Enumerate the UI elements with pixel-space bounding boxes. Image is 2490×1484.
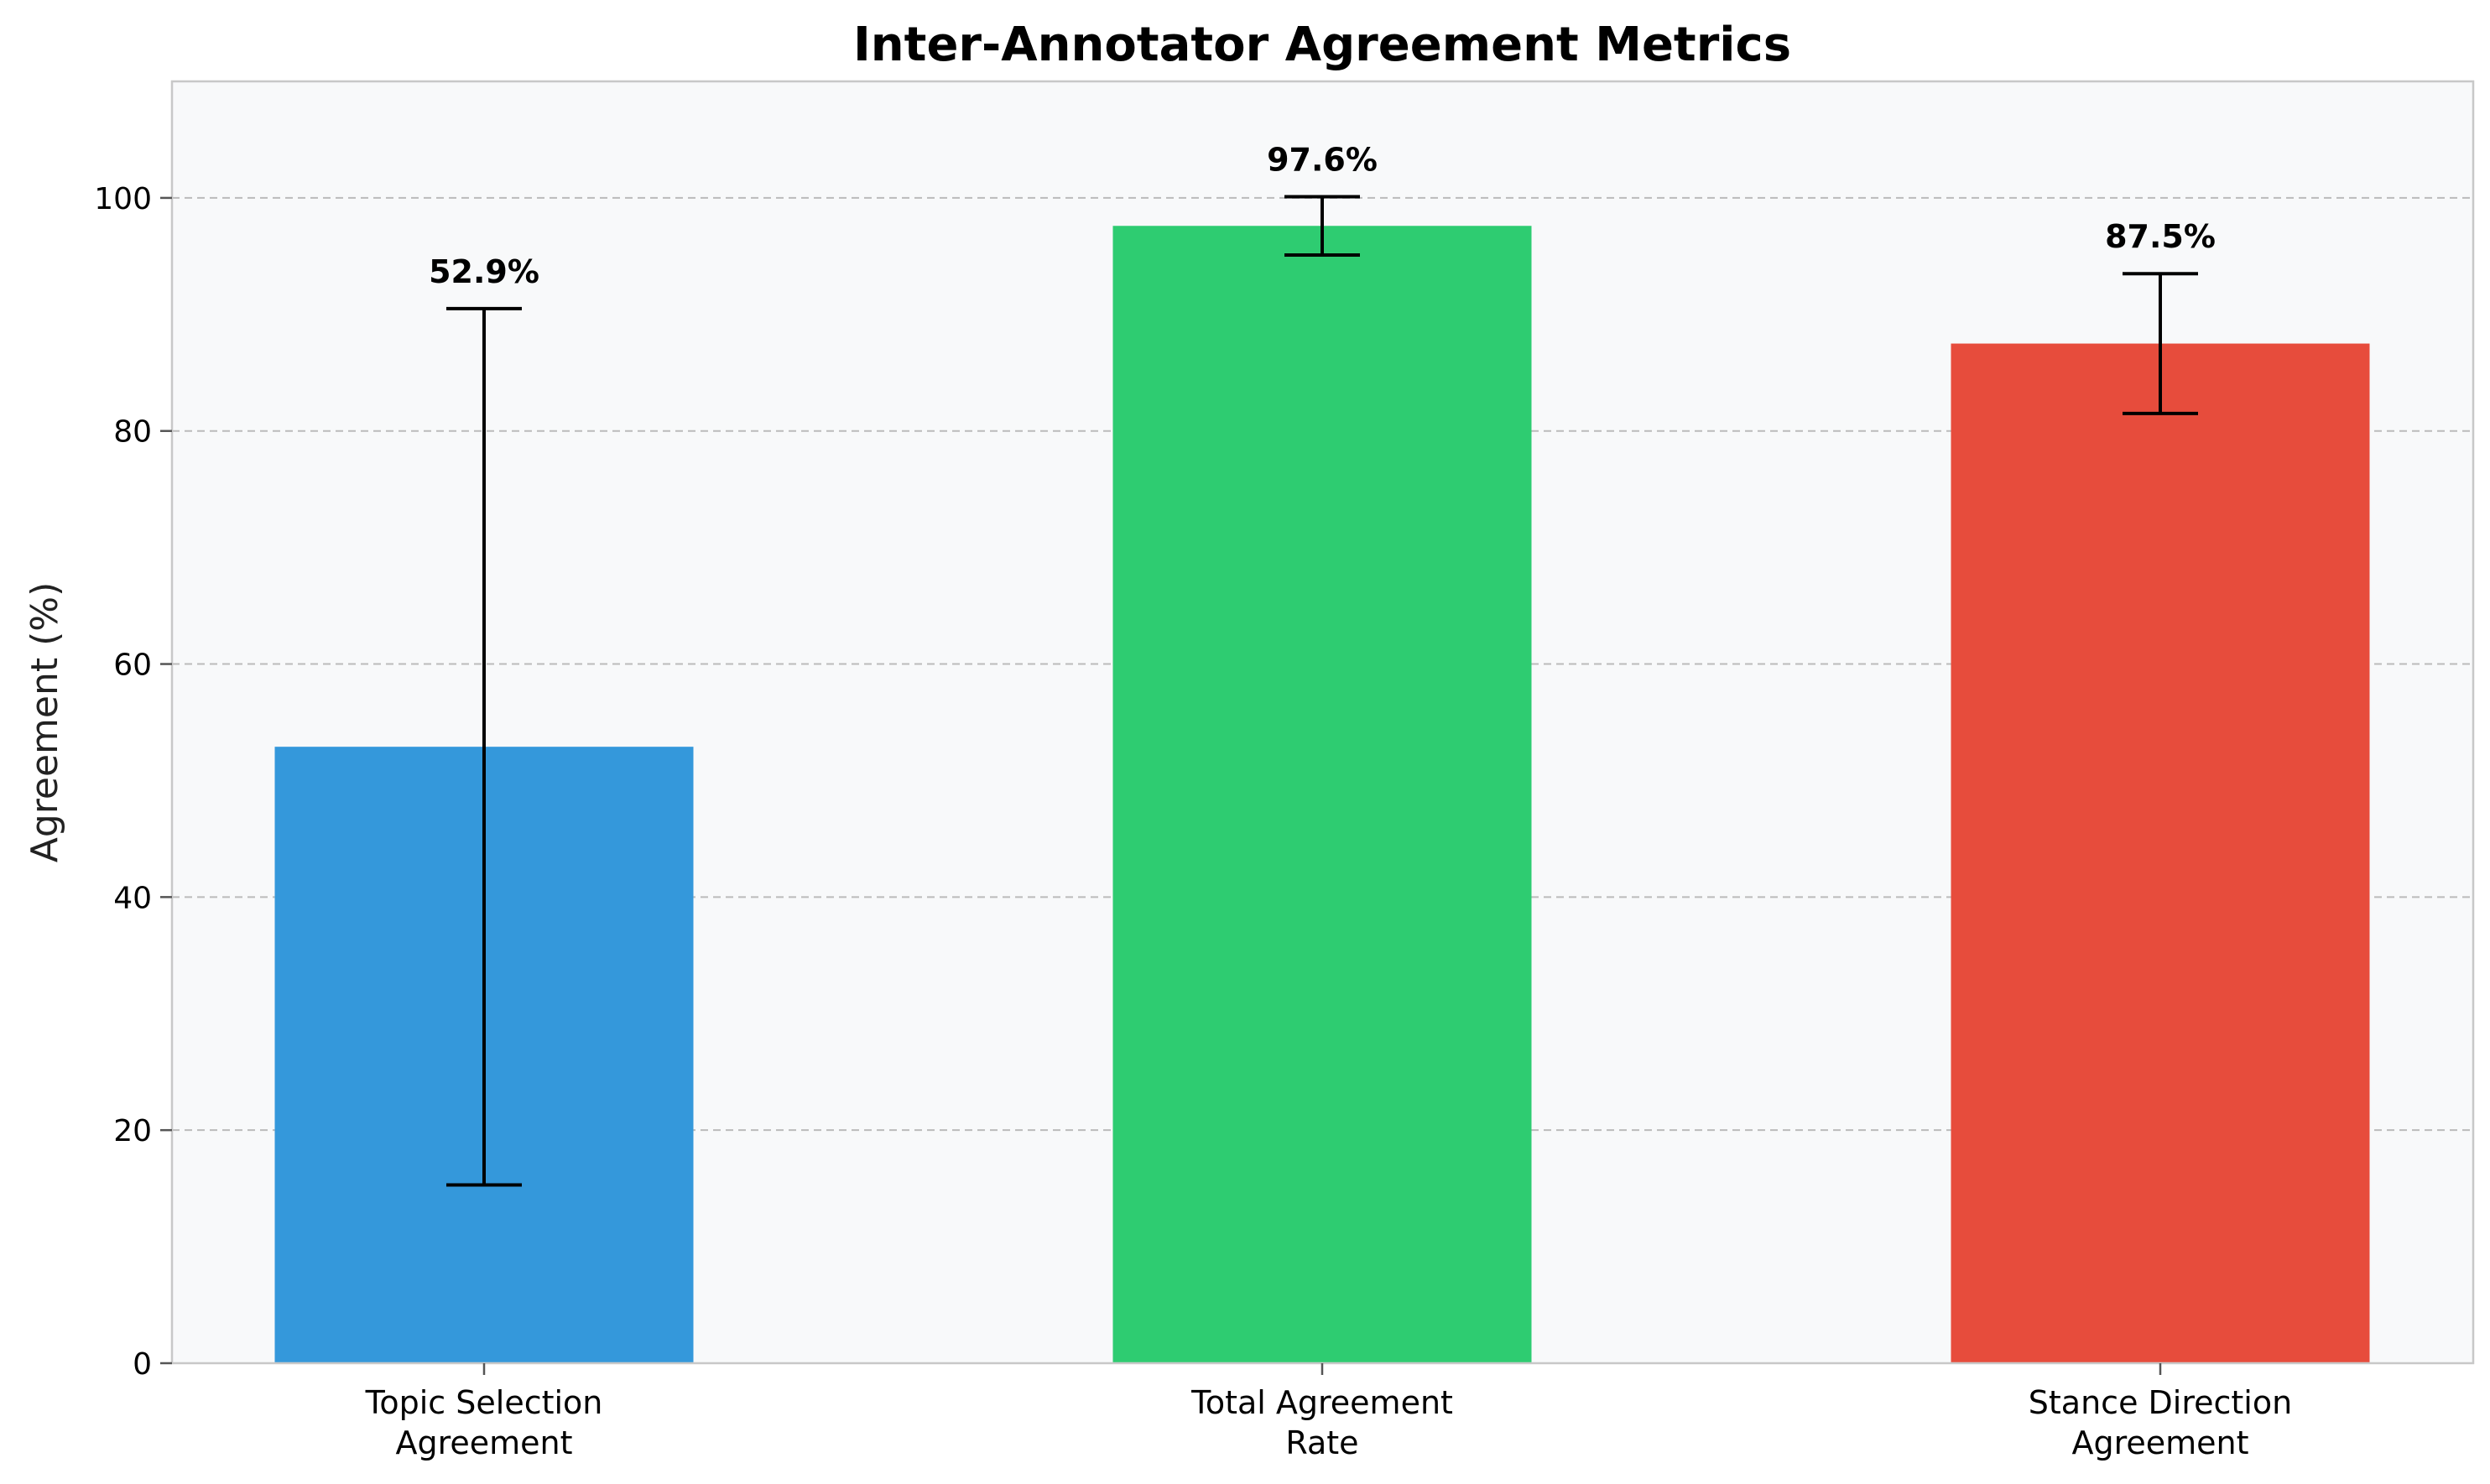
error-bars	[446, 195, 2198, 1187]
y-axis-label: Agreement (%)	[23, 582, 66, 863]
chart-title: Inter-Annotator Agreement Metrics	[853, 18, 1791, 72]
x-tick-label: Stance Direction	[2029, 1384, 2292, 1421]
x-tick-label: Topic Selection	[365, 1384, 603, 1421]
x-tick-label: Rate	[1285, 1424, 1358, 1461]
y-tick-label: 40	[113, 881, 152, 915]
x-tick-label: Agreement	[2071, 1424, 2248, 1461]
data-label: 97.6%	[1267, 142, 1378, 179]
data-labels: 52.9% 97.6% 87.5%	[429, 142, 2216, 290]
y-tick-label: 0	[133, 1347, 152, 1382]
bar	[1112, 226, 1532, 1363]
x-tick-label: Agreement	[395, 1424, 572, 1461]
y-tick-label: 60	[113, 648, 152, 683]
y-tick-label: 100	[94, 182, 152, 216]
data-label: 52.9%	[429, 253, 539, 290]
x-tick-label: Total Agreement	[1190, 1384, 1453, 1421]
data-label: 87.5%	[2105, 218, 2216, 255]
bars	[274, 226, 2370, 1364]
y-tick-label: 20	[113, 1114, 152, 1148]
bar	[1951, 343, 2370, 1364]
y-tick-label: 80	[113, 415, 152, 450]
y-axis: 0 20 40 60 80 100	[94, 182, 172, 1382]
